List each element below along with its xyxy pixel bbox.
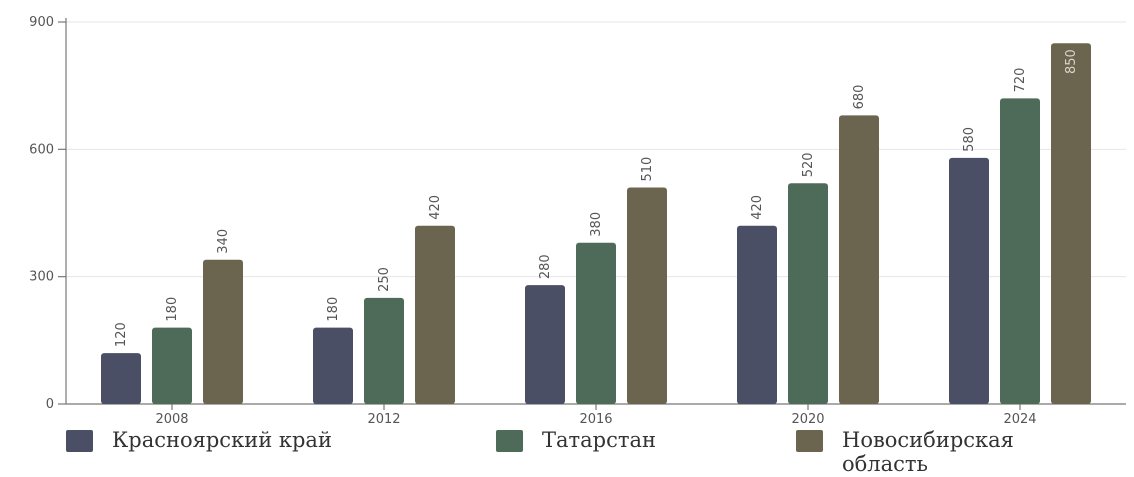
x-tick-label: 2008 (155, 412, 188, 427)
bar (737, 225, 777, 404)
y-tick-label: 600 (29, 142, 54, 157)
bar (101, 353, 141, 404)
bar (152, 327, 192, 404)
data-label: 680 (852, 85, 867, 110)
bar (1000, 98, 1040, 405)
data-label: 580 (962, 127, 977, 152)
y-tick-label: 900 (29, 15, 54, 30)
data-label: 180 (165, 297, 180, 322)
data-label: 420 (428, 195, 443, 220)
data-label: 380 (589, 212, 604, 237)
legend-swatch (496, 430, 523, 452)
data-label: 420 (750, 195, 765, 220)
legend-swatch (66, 430, 93, 452)
bar (576, 242, 616, 404)
legend-swatch (796, 430, 823, 452)
bar (1051, 43, 1091, 404)
data-label: 280 (538, 254, 553, 279)
data-labels: 120 180 340 180 250 420 280 380 510 420 520 680 580 7… (114, 49, 1079, 347)
data-label: 520 (801, 152, 816, 177)
data-label: 180 (326, 297, 341, 322)
x-tick-label: 2020 (791, 412, 824, 427)
bar (313, 327, 353, 404)
data-label: 250 (377, 267, 392, 292)
data-label: 720 (1013, 68, 1028, 93)
bar (788, 183, 828, 404)
data-label: 510 (640, 157, 655, 182)
legend-label: Татарстан (542, 428, 656, 452)
legend-label: Красноярский край (112, 428, 332, 452)
legend-label: Новосибирская область (842, 428, 1014, 472)
bars (101, 43, 1091, 405)
legend-item: Красноярский край (66, 428, 332, 452)
bar (839, 115, 879, 404)
data-label: 120 (114, 322, 129, 347)
legend: Красноярский край Татарстан Новосибирская о… (66, 428, 1014, 476)
bar (415, 225, 455, 404)
x-tick-label: 2016 (579, 412, 612, 427)
data-label: 340 (216, 229, 231, 254)
bar (627, 187, 667, 404)
x-tick-label: 2024 (1003, 412, 1036, 427)
y-tick-label: 300 (29, 270, 54, 285)
y-tick-label: 0 (46, 397, 54, 412)
bar (525, 285, 565, 404)
x-tick-label: 2012 (367, 412, 400, 427)
legend-item: Новосибирская область (796, 428, 1014, 476)
legend-item: Татарстан (496, 428, 656, 452)
bar (203, 259, 243, 404)
data-label: 850 (1064, 49, 1079, 74)
bar (364, 297, 404, 404)
bar (949, 157, 989, 404)
